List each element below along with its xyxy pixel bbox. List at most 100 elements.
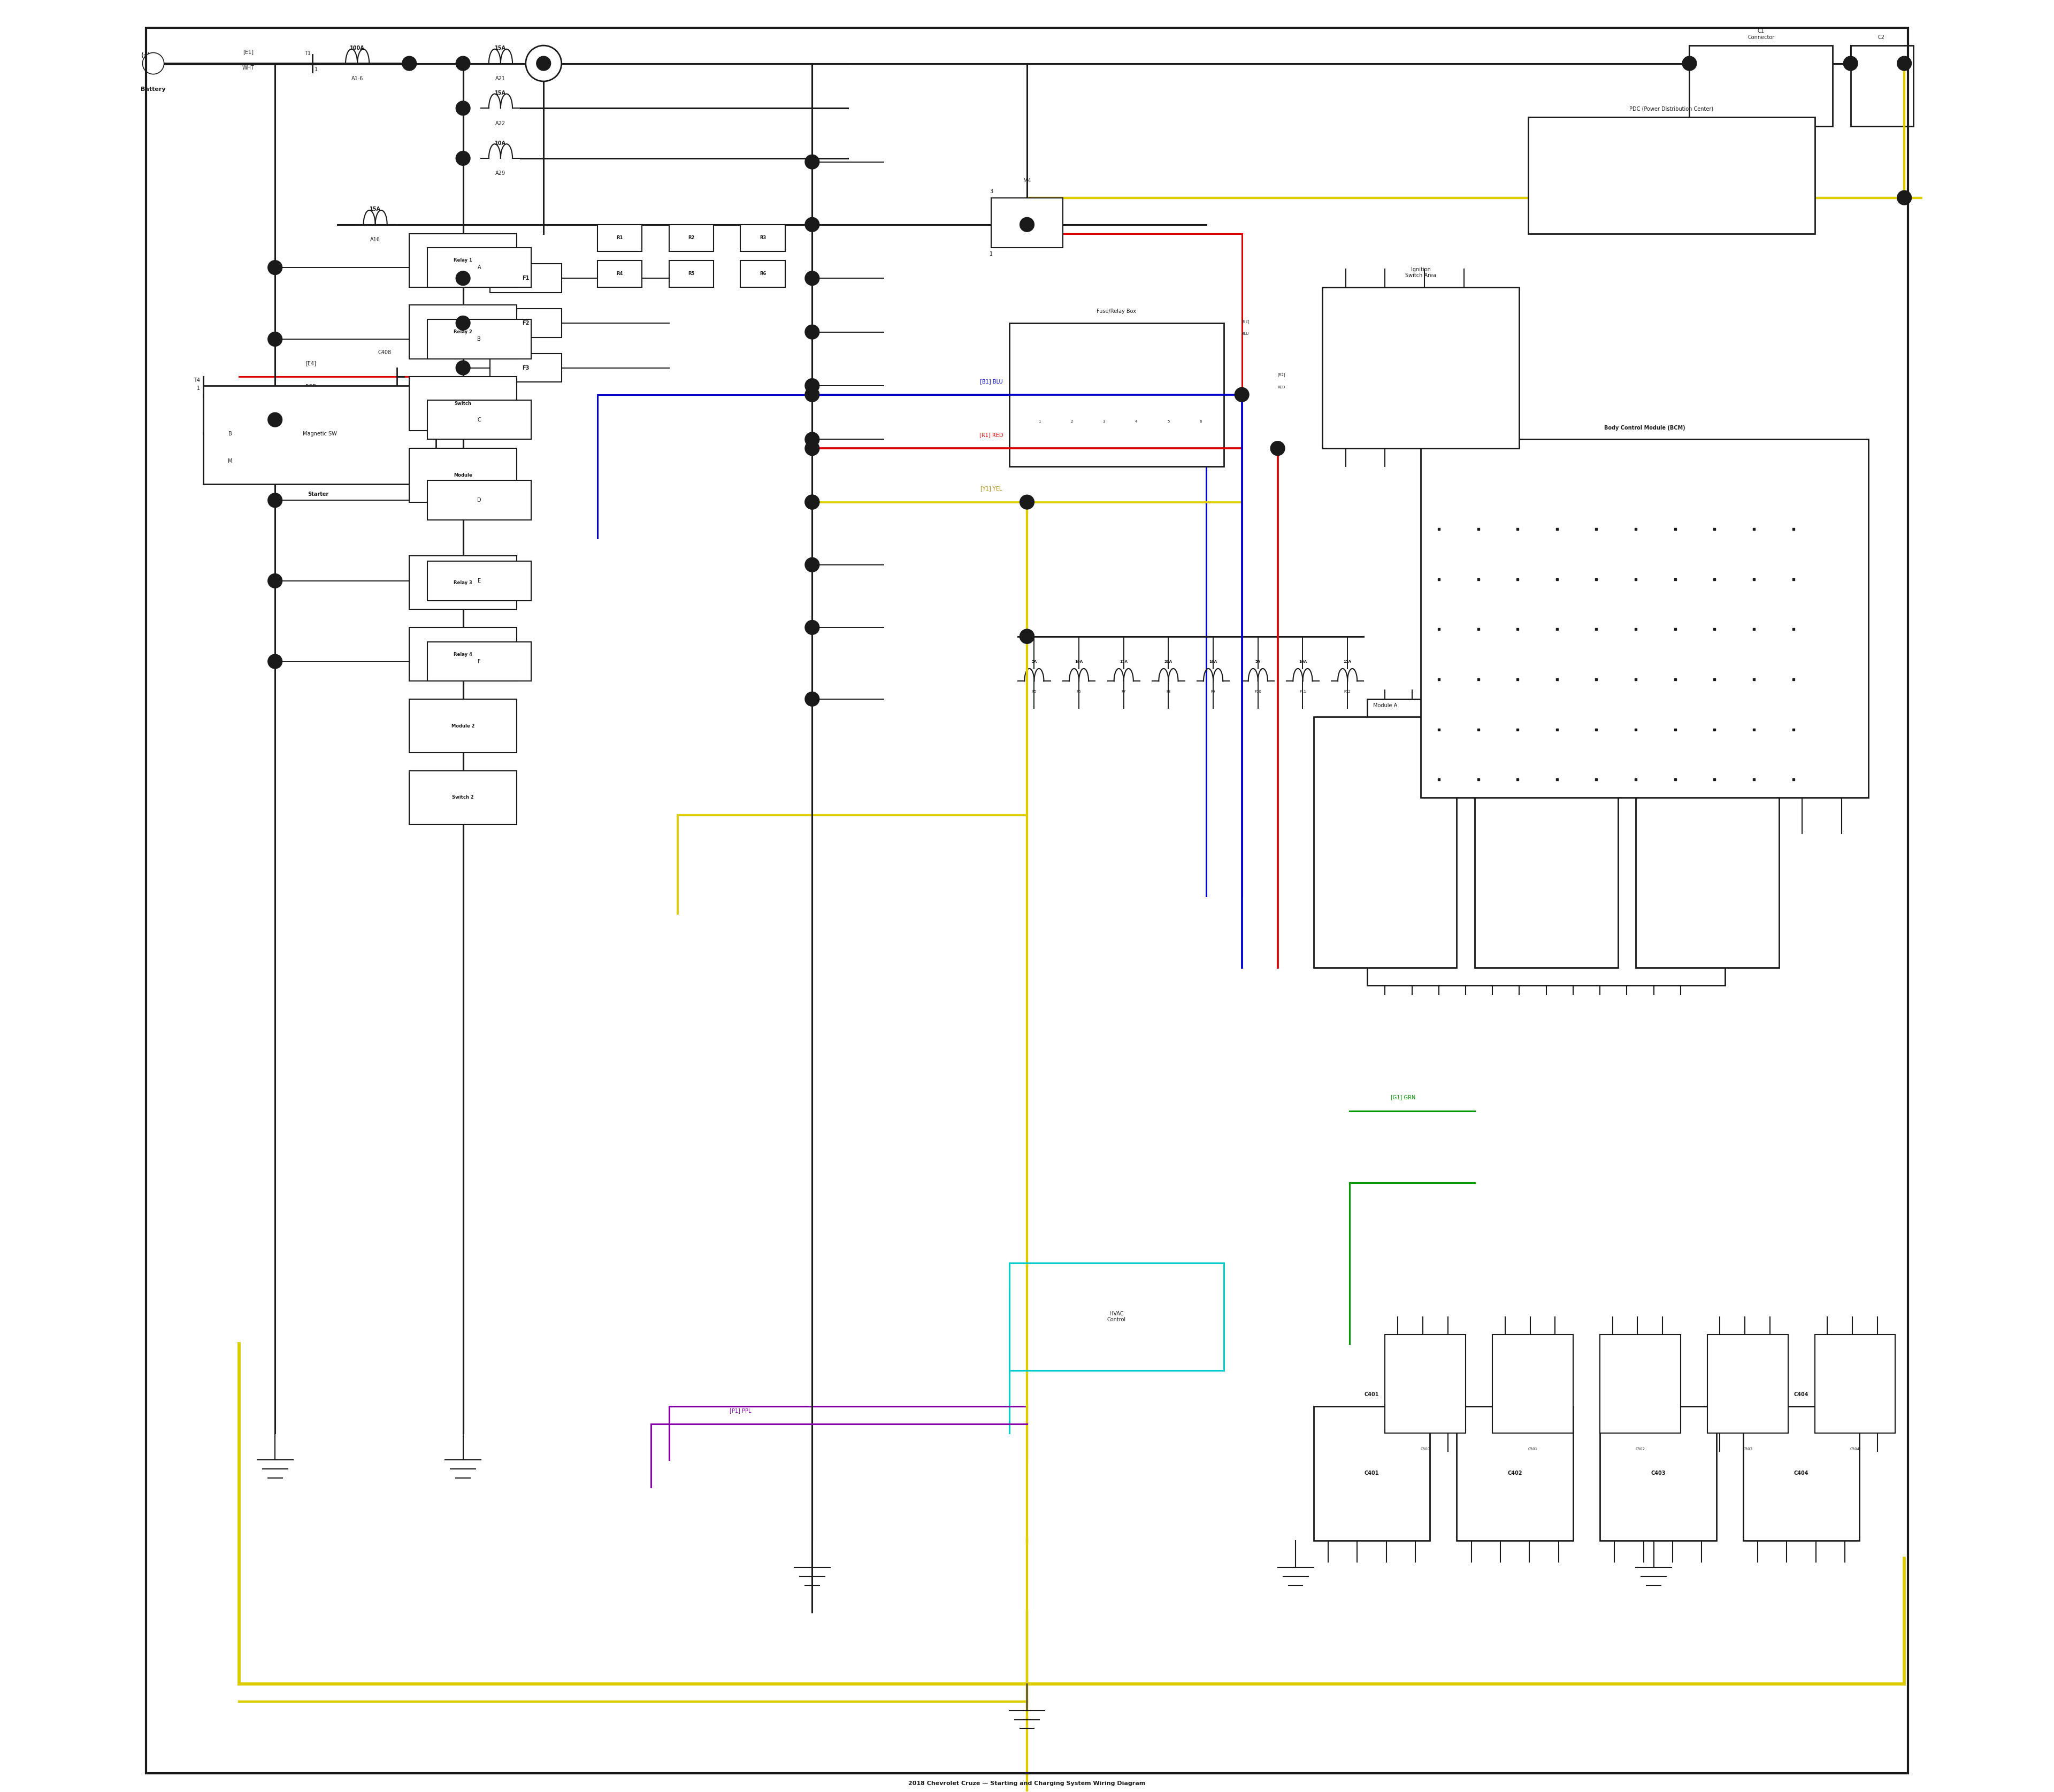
Bar bbox=[1690, 45, 1832, 125]
Text: Switch: Switch bbox=[454, 401, 472, 407]
Circle shape bbox=[805, 378, 820, 392]
Text: 5A: 5A bbox=[1031, 659, 1037, 663]
Bar bbox=[670, 224, 713, 251]
Text: 1: 1 bbox=[314, 66, 318, 72]
Bar bbox=[1384, 1335, 1467, 1434]
Text: A16: A16 bbox=[370, 237, 380, 242]
Bar bbox=[489, 308, 561, 337]
Text: M: M bbox=[228, 459, 232, 464]
Bar bbox=[409, 233, 518, 287]
Text: F6: F6 bbox=[1076, 690, 1080, 694]
Bar bbox=[409, 771, 518, 824]
Text: F9: F9 bbox=[1212, 690, 1216, 694]
Bar bbox=[598, 224, 643, 251]
Text: [B2]: [B2] bbox=[1243, 319, 1249, 323]
Circle shape bbox=[456, 100, 470, 115]
Text: M4: M4 bbox=[1023, 177, 1031, 183]
Circle shape bbox=[805, 432, 820, 446]
Circle shape bbox=[142, 52, 164, 73]
Bar bbox=[1421, 439, 1869, 797]
Text: C504: C504 bbox=[1851, 1448, 1859, 1452]
Bar bbox=[1600, 1335, 1680, 1434]
Circle shape bbox=[526, 45, 561, 81]
Text: A22: A22 bbox=[495, 120, 505, 125]
Text: Switch 2: Switch 2 bbox=[452, 796, 474, 799]
Circle shape bbox=[456, 56, 470, 70]
Bar bbox=[203, 385, 435, 484]
Text: F11: F11 bbox=[1300, 690, 1306, 694]
Text: PDC (Power Distribution Center): PDC (Power Distribution Center) bbox=[1629, 106, 1713, 111]
Text: C: C bbox=[477, 418, 481, 423]
Circle shape bbox=[1898, 190, 1912, 204]
Text: RED: RED bbox=[1278, 385, 1286, 389]
Circle shape bbox=[267, 654, 281, 668]
Circle shape bbox=[267, 573, 281, 588]
Circle shape bbox=[267, 412, 281, 426]
Circle shape bbox=[267, 493, 281, 507]
Bar bbox=[427, 319, 532, 358]
Text: B: B bbox=[477, 337, 481, 342]
Circle shape bbox=[456, 315, 470, 330]
Circle shape bbox=[456, 151, 470, 165]
Circle shape bbox=[1682, 56, 1697, 70]
Text: Starter: Starter bbox=[308, 491, 329, 496]
Text: 6: 6 bbox=[1200, 419, 1202, 423]
Bar bbox=[741, 260, 785, 287]
Text: C404: C404 bbox=[1793, 1471, 1810, 1477]
Text: C408: C408 bbox=[378, 349, 392, 355]
Text: R5: R5 bbox=[688, 271, 694, 276]
Text: BLU: BLU bbox=[1243, 332, 1249, 335]
Text: F12: F12 bbox=[1343, 690, 1352, 694]
Text: C402: C402 bbox=[1508, 1392, 1522, 1398]
Bar bbox=[1456, 1407, 1573, 1541]
Circle shape bbox=[1021, 629, 1033, 643]
Text: Body Control Module (BCM): Body Control Module (BCM) bbox=[1604, 425, 1684, 430]
Bar bbox=[1493, 1335, 1573, 1434]
Text: C401: C401 bbox=[1364, 1392, 1378, 1398]
Bar bbox=[409, 448, 518, 502]
Circle shape bbox=[1842, 56, 1857, 70]
Text: 5A: 5A bbox=[1255, 659, 1261, 663]
Text: D: D bbox=[477, 498, 481, 504]
Circle shape bbox=[805, 692, 820, 706]
Bar bbox=[427, 247, 532, 287]
Text: 15A: 15A bbox=[1119, 659, 1128, 663]
Text: R3: R3 bbox=[760, 235, 766, 240]
Text: 10A: 10A bbox=[495, 140, 505, 145]
Text: [P1] PPL: [P1] PPL bbox=[729, 1409, 752, 1414]
Text: C2: C2 bbox=[1877, 34, 1884, 39]
Bar bbox=[1323, 287, 1520, 448]
Text: 5: 5 bbox=[1167, 419, 1169, 423]
Text: C501: C501 bbox=[1528, 1448, 1538, 1452]
Text: Fuse/Relay Box: Fuse/Relay Box bbox=[1097, 308, 1136, 314]
Text: C500: C500 bbox=[1421, 1448, 1430, 1452]
Circle shape bbox=[403, 56, 417, 70]
Text: 2: 2 bbox=[1070, 419, 1072, 423]
Circle shape bbox=[1898, 56, 1912, 70]
Bar bbox=[1009, 323, 1224, 466]
Bar bbox=[409, 556, 518, 609]
Text: 15A: 15A bbox=[495, 45, 505, 50]
Text: R2: R2 bbox=[688, 235, 694, 240]
Circle shape bbox=[805, 441, 820, 455]
Text: Module B: Module B bbox=[1534, 702, 1559, 708]
Text: T4: T4 bbox=[193, 378, 199, 383]
Bar bbox=[427, 642, 532, 681]
Text: 1: 1 bbox=[990, 251, 992, 256]
Circle shape bbox=[456, 360, 470, 375]
Circle shape bbox=[538, 57, 548, 68]
Text: ECM / BCM: ECM / BCM bbox=[1528, 685, 1563, 690]
Bar bbox=[489, 353, 561, 382]
Text: BLK/WHT: BLK/WHT bbox=[409, 394, 433, 400]
Text: S: S bbox=[417, 459, 419, 464]
Text: C403: C403 bbox=[1651, 1471, 1666, 1477]
Bar bbox=[489, 263, 561, 292]
Bar bbox=[1313, 717, 1456, 968]
Text: Module 2: Module 2 bbox=[452, 724, 474, 728]
Circle shape bbox=[1021, 629, 1033, 643]
Text: F: F bbox=[479, 659, 481, 665]
Bar bbox=[1313, 1407, 1430, 1541]
Text: [E5]: [E5] bbox=[409, 383, 421, 389]
Text: C402: C402 bbox=[1508, 1471, 1522, 1477]
Text: [R1] RED: [R1] RED bbox=[980, 432, 1002, 437]
